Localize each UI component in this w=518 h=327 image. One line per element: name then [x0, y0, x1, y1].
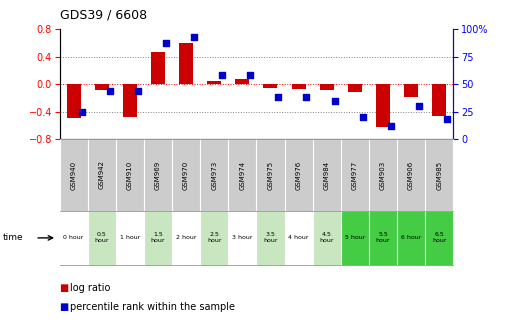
- Point: [190, 34, 198, 40]
- Bar: [67, 84, 81, 118]
- Bar: [95, 84, 109, 90]
- Text: 1 hour: 1 hour: [120, 235, 140, 240]
- Text: 6.5
hour: 6.5 hour: [432, 232, 447, 243]
- Bar: [151, 52, 165, 84]
- Bar: [348, 84, 362, 93]
- Point: [358, 114, 367, 120]
- Bar: [404, 84, 418, 96]
- Text: 3.5
hour: 3.5 hour: [263, 232, 278, 243]
- Point: [106, 88, 114, 94]
- Text: GSM969: GSM969: [155, 160, 161, 190]
- Text: 4.5
hour: 4.5 hour: [320, 232, 334, 243]
- Text: GSM970: GSM970: [183, 160, 189, 190]
- Text: 1.5
hour: 1.5 hour: [151, 232, 165, 243]
- Point: [77, 109, 85, 114]
- Point: [330, 98, 339, 103]
- Text: GDS39 / 6608: GDS39 / 6608: [60, 8, 147, 21]
- Bar: [235, 79, 249, 84]
- Text: GSM942: GSM942: [99, 161, 105, 189]
- Point: [134, 88, 142, 94]
- Text: time: time: [3, 233, 23, 242]
- Text: 2 hour: 2 hour: [176, 235, 196, 240]
- Text: log ratio: log ratio: [70, 283, 110, 293]
- Bar: [320, 84, 334, 90]
- Text: GSM910: GSM910: [127, 160, 133, 190]
- Bar: [376, 84, 390, 127]
- Text: GSM977: GSM977: [352, 160, 358, 190]
- Text: 6 hour: 6 hour: [401, 235, 421, 240]
- Text: 5 hour: 5 hour: [344, 235, 365, 240]
- Text: 3 hour: 3 hour: [232, 235, 253, 240]
- Text: 2.5
hour: 2.5 hour: [207, 232, 222, 243]
- Point: [443, 117, 451, 122]
- Point: [218, 73, 226, 78]
- Point: [386, 123, 395, 129]
- Text: GSM976: GSM976: [296, 160, 301, 190]
- Text: ■: ■: [60, 302, 69, 312]
- Point: [274, 95, 282, 100]
- Bar: [292, 84, 306, 89]
- Point: [415, 103, 423, 109]
- Text: 0.5
hour: 0.5 hour: [94, 232, 109, 243]
- Text: GSM974: GSM974: [239, 160, 246, 190]
- Bar: [123, 84, 137, 117]
- Text: GSM973: GSM973: [211, 160, 217, 190]
- Text: 4 hour: 4 hour: [289, 235, 309, 240]
- Bar: [179, 43, 193, 84]
- Bar: [432, 84, 446, 116]
- Point: [162, 40, 170, 45]
- Bar: [264, 84, 278, 88]
- Text: ■: ■: [60, 283, 69, 293]
- Text: GSM940: GSM940: [70, 160, 77, 190]
- Text: GSM984: GSM984: [324, 160, 330, 190]
- Text: percentile rank within the sample: percentile rank within the sample: [70, 302, 235, 312]
- Text: 5.5
hour: 5.5 hour: [376, 232, 390, 243]
- Point: [303, 95, 311, 100]
- Text: GSM906: GSM906: [408, 160, 414, 190]
- Bar: [207, 81, 221, 84]
- Text: GSM985: GSM985: [436, 160, 442, 190]
- Text: 0 hour: 0 hour: [63, 235, 84, 240]
- Text: GSM975: GSM975: [267, 160, 274, 190]
- Text: GSM903: GSM903: [380, 160, 386, 190]
- Point: [246, 73, 254, 78]
